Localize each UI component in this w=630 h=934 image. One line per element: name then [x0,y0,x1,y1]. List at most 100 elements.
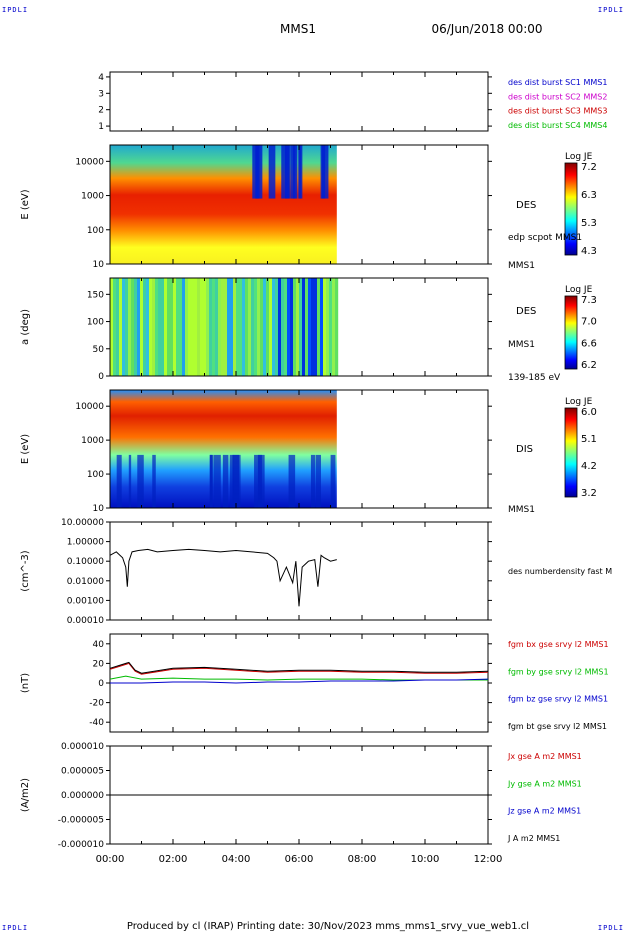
pitch-angle-stripe [266,278,270,376]
pitch-angle-stripe [176,278,180,376]
pitch-angle-stripe [221,278,225,376]
dis-energy-spectrogram-panel [106,389,578,509]
y-tick-label: -0.000010 [58,840,104,850]
pitch-angle-stripe [200,278,204,376]
colorbar [564,162,578,256]
pitch-angle-stripe [164,278,168,376]
pitch-angle-stripe [329,278,333,376]
pitch-angle-stripe [245,278,249,376]
pitch-angle-stripe [236,278,240,376]
y-tick-label: 0.00010 [67,616,104,626]
spectrogram-low-energy-stripe [330,454,336,508]
colorbar-tick-label: 7.3 [581,295,597,306]
pitch-angle-stripe [143,278,147,376]
pitch-angle-stripe [224,278,228,376]
spectrogram-low-energy-stripe [229,454,234,508]
pitch-angle-stripe [173,278,177,376]
pitch-angle-stripe [308,278,312,376]
y-tick-label: 100 [87,470,104,480]
y-tick-label: 10 [93,504,105,514]
pitch-angle-stripe [254,278,258,376]
spectrogram-low-energy-stripe [260,454,265,508]
des-pitch-angle-ylabel: a (deg) [20,309,31,345]
pitch-angle-stripe [311,278,315,376]
y-tick-label: 1000 [81,192,104,202]
pitch-angle-stripe [284,278,288,376]
colorbar-tick-label: 6.6 [581,338,597,349]
pitch-angle-stripe [299,278,303,376]
spectrogram-low-energy-stripe [315,454,321,508]
y-tick-label: 10 [93,260,105,270]
y-tick-label: 0 [98,679,104,689]
y-tick-label: 0.000005 [61,767,104,777]
pitch-angle-stripe [317,278,321,376]
y-tick-label: 0.10000 [67,557,104,567]
pitch-angle-stripe [185,278,189,376]
x-tick-label: 06:00 [285,854,314,865]
colorbar-tick-label: 5.3 [581,218,597,229]
y-tick-label: 1 [98,122,104,132]
pitch-angle-stripe [320,278,324,376]
panel-right-label: MMS1 [508,505,535,515]
y-tick-label: -0.000005 [58,816,104,826]
colorbar-tick-label: 7.0 [581,317,597,328]
fgm-b-series-line [109,662,489,675]
y-tick-label: 2 [98,106,104,116]
legend-entry: fgm by gse srvy l2 MMS1 [508,667,609,676]
spectrogram-dropout-stripe [268,145,276,199]
legend-entry: des dist burst SC1 MMS1 [508,78,607,87]
y-tick-label: -40 [89,718,104,728]
panel-right-label: edp scpot MMS1 [508,233,582,243]
des-density-ylabel: (cm^-3) [20,550,31,591]
des-energy-spectrogram-body [110,145,337,264]
colorbar-tick-label: 4.3 [581,246,597,257]
x-tick-label: 08:00 [348,854,377,865]
y-tick-label: 0.01000 [67,577,104,587]
pitch-angle-stripe [161,278,165,376]
pitch-angle-stripe [293,278,297,376]
pitch-angle-stripe [326,278,330,376]
spectrogram-dropout-stripe [290,145,296,199]
y-tick-label: 50 [93,345,105,355]
fgm-b-series-line [110,678,489,684]
y-tick-label: 10000 [75,402,104,412]
current-density-panel [106,745,492,845]
pitch-angle-stripe [155,278,159,376]
spectrogram-dropout-stripe [321,145,326,199]
pitch-angle-stripe [125,278,129,376]
pitch-angle-stripe [182,278,186,376]
fgm-b-series-line [109,661,489,674]
des-density-panel [106,521,492,621]
pitch-angle-stripe [233,278,237,376]
sc-availability-panel [106,71,492,132]
pitch-angle-stripe [110,278,114,376]
pitch-angle-stripe [332,278,336,376]
panel-right-label: 139-185 eV [508,373,561,383]
y-tick-label: 3 [98,89,104,99]
spectrogram-dropout-stripe [255,145,261,199]
spectrogram-low-energy-stripe [116,454,122,508]
y-tick-label: 150 [87,290,104,300]
y-tick-label: 1.00000 [67,538,104,548]
legend-entry: fgm bz gse srvy l2 MMS1 [508,695,608,704]
spectrogram-low-energy-stripe [128,454,132,508]
spectrogram-dropout-stripe [260,145,263,199]
pitch-angle-stripe [146,278,150,376]
pitch-angle-stripe [122,278,126,376]
spectrogram-dropout-stripe [281,145,287,199]
spectrogram-low-energy-stripe [310,454,316,508]
pitch-angle-stripe [275,278,279,376]
pitch-angle-stripe [314,278,318,376]
x-tick-label: 12:00 [474,854,503,865]
y-tick-label: 4 [98,73,104,83]
pitch-angle-stripe [296,278,300,376]
pitch-angle-stripe [239,278,243,376]
corner-mark-top-left: IPDLI [2,6,29,14]
pitch-angle-stripe [167,278,171,376]
colorbar-tick-label: 4.2 [581,461,597,472]
legend-entry: Jz gse A m2 MMS1 [507,807,581,816]
des-energy-spectrogram-panel [106,144,578,265]
pitch-angle-stripe [128,278,132,376]
fgm-b-frame [109,633,489,733]
